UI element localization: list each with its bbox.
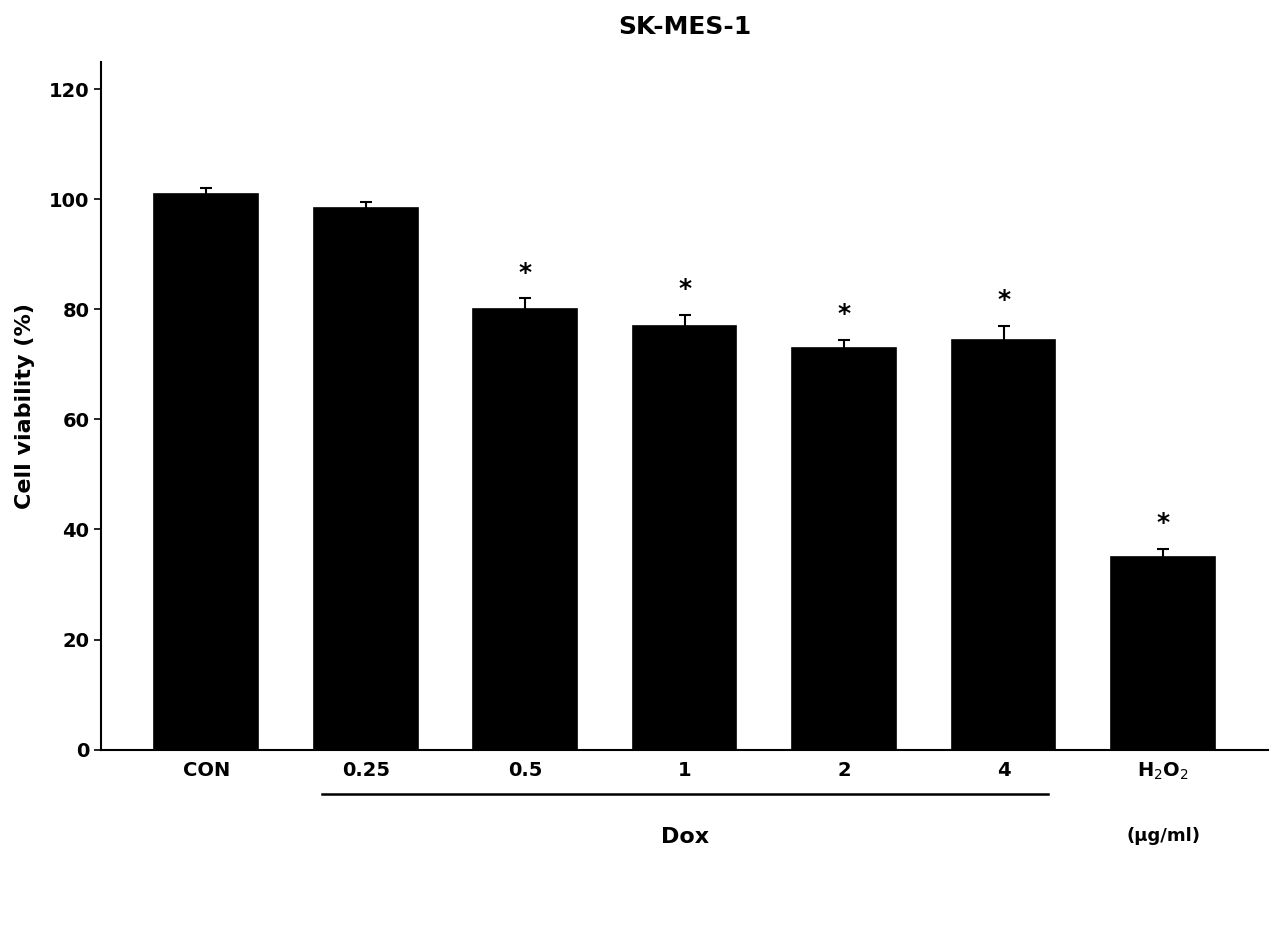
- Text: *: *: [518, 261, 531, 284]
- Bar: [154, 194, 258, 750]
- Bar: [314, 208, 417, 750]
- Bar: [1111, 557, 1215, 750]
- Text: *: *: [679, 278, 692, 301]
- Text: (μg/ml): (μg/ml): [1126, 826, 1200, 845]
- Text: Dox: Dox: [661, 826, 708, 847]
- Text: *: *: [997, 288, 1010, 312]
- Text: *: *: [1156, 511, 1170, 535]
- Text: *: *: [838, 302, 851, 326]
- Title: SK-MES-1: SK-MES-1: [618, 15, 752, 39]
- Bar: [793, 348, 896, 750]
- Y-axis label: Cell viability (%): Cell viability (%): [15, 303, 35, 509]
- Bar: [952, 340, 1056, 750]
- Bar: [633, 326, 736, 750]
- Bar: [473, 310, 577, 750]
